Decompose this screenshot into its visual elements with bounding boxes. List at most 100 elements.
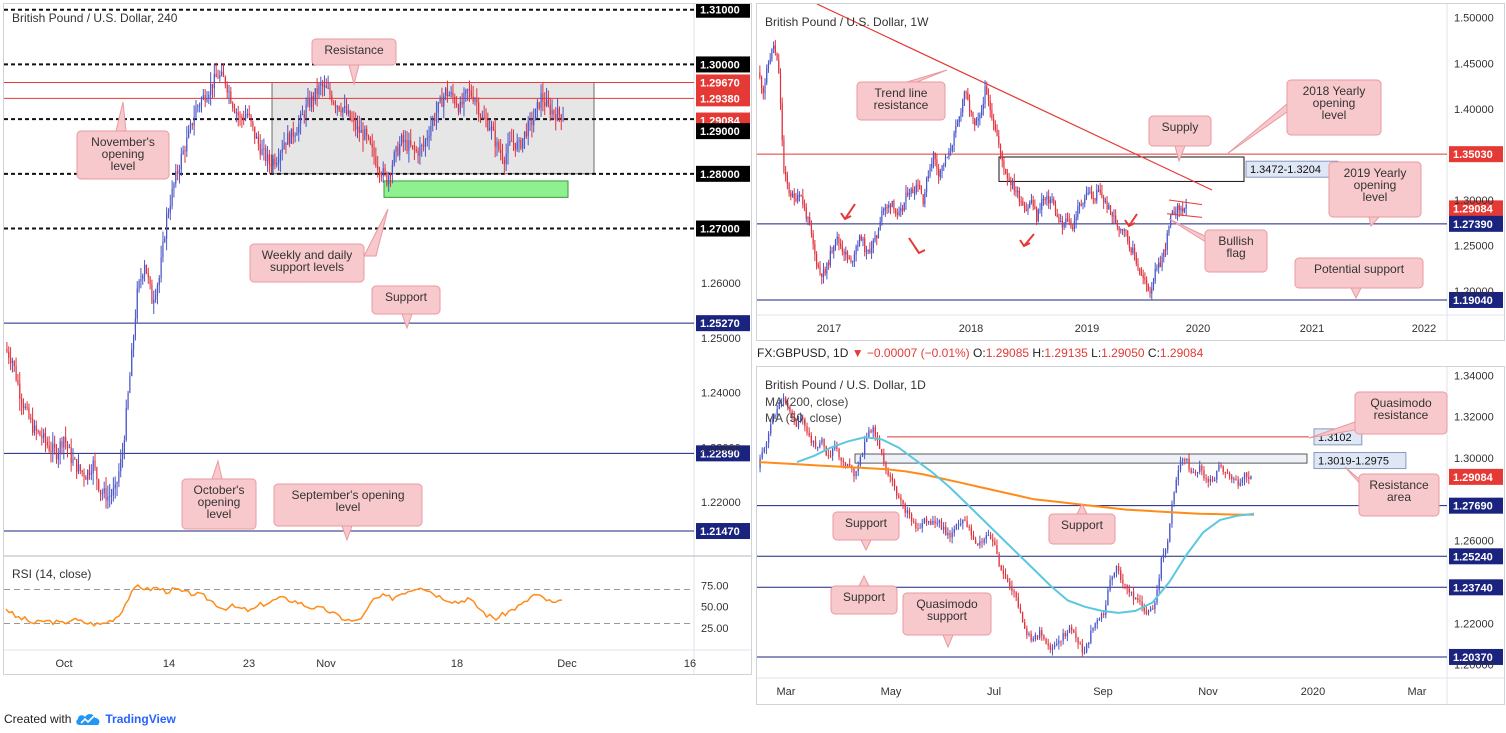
candle-body bbox=[160, 257, 162, 278]
callout-resistance-area-text: Resistance bbox=[1369, 478, 1429, 492]
callout-support-text: Support bbox=[385, 290, 428, 304]
candle-body bbox=[1048, 195, 1050, 204]
candle-body bbox=[799, 417, 802, 422]
candle-body bbox=[1049, 645, 1051, 650]
candle-body bbox=[489, 127, 491, 130]
candle-body bbox=[1161, 257, 1163, 268]
candle-body bbox=[316, 88, 318, 95]
chart-1w[interactable]: 1.3472-1.3204 1.35030 1.29084 1.27390 1.1904… bbox=[757, 4, 1504, 340]
callout-november-opening-pointer bbox=[115, 101, 127, 132]
price-badge-bg bbox=[696, 74, 750, 91]
candle-body bbox=[257, 136, 259, 144]
callout-2018-yearly-opening-text: 2018 Yearly bbox=[1303, 84, 1366, 98]
candle-body bbox=[347, 110, 349, 114]
callout-quasimodo-support-pointer bbox=[942, 634, 954, 649]
candle-body bbox=[1203, 470, 1205, 479]
candle-body bbox=[929, 167, 931, 176]
callout-2018-yearly-opening-text: level bbox=[1322, 108, 1347, 122]
callout-quasimodo-resistance-text: Quasimodo bbox=[1370, 396, 1432, 410]
candle-body bbox=[1182, 208, 1184, 212]
candle-body bbox=[1154, 602, 1156, 610]
quote-open-label: O: bbox=[973, 346, 986, 360]
candle-body bbox=[1226, 472, 1229, 474]
price-badge: 1.27690 bbox=[1453, 501, 1493, 513]
tradingview-link[interactable]: TradingView bbox=[105, 712, 176, 726]
candle-body bbox=[369, 137, 371, 144]
candle-body bbox=[803, 204, 806, 208]
candle-body bbox=[1185, 204, 1187, 209]
candle-body bbox=[459, 101, 461, 113]
candle-body bbox=[39, 431, 41, 436]
candle-body bbox=[1054, 204, 1057, 215]
candle-body bbox=[921, 523, 923, 528]
candle-body bbox=[821, 273, 823, 277]
candle-body bbox=[1021, 611, 1024, 623]
candle-body bbox=[1199, 465, 1201, 473]
candle-body bbox=[33, 425, 36, 433]
quote-close: 1.29084 bbox=[1159, 346, 1204, 360]
callout-trend-line-text: Trend line bbox=[875, 86, 928, 100]
candle-body bbox=[819, 443, 821, 448]
candle-body bbox=[759, 458, 761, 469]
candle-body bbox=[1066, 632, 1069, 637]
candle-body bbox=[22, 403, 25, 408]
callout-2019-yearly-opening-text: level bbox=[1363, 190, 1388, 204]
candle-body bbox=[776, 52, 778, 61]
candle-body bbox=[934, 520, 936, 524]
candle-body bbox=[254, 126, 256, 139]
candle-body bbox=[1060, 640, 1062, 642]
candle-body bbox=[821, 439, 823, 444]
candle-body bbox=[1147, 285, 1149, 291]
candle-body bbox=[989, 535, 992, 540]
candle-body bbox=[920, 189, 923, 195]
candle-body bbox=[1081, 643, 1083, 653]
chart-1d[interactable]: 1.31021.3019-1.29751.290841.276901.25240… bbox=[757, 367, 1504, 704]
candle-body bbox=[859, 456, 862, 466]
candle-body bbox=[101, 493, 103, 495]
candle-body bbox=[520, 139, 522, 149]
y-tick-label: 1.20000 bbox=[1454, 286, 1494, 298]
candle-body bbox=[32, 418, 34, 433]
y-tick-label: 1.40000 bbox=[1454, 104, 1494, 116]
candle-body bbox=[939, 170, 941, 177]
y-tick-label: 1.26000 bbox=[1454, 536, 1494, 548]
candle-body bbox=[421, 145, 423, 147]
candle-body bbox=[307, 98, 309, 105]
candle-body bbox=[1034, 635, 1037, 639]
chart-240[interactable]: 1.310001.300001.296701.293801.290841.290… bbox=[4, 4, 751, 674]
candle-body bbox=[874, 427, 876, 437]
rsi-tick-label: 50.00 bbox=[701, 602, 729, 614]
candle-body bbox=[1089, 191, 1091, 193]
candle-body bbox=[54, 443, 56, 448]
candle-body bbox=[132, 336, 135, 350]
candle-body bbox=[1078, 204, 1081, 207]
candle-body bbox=[492, 126, 494, 131]
candle-body bbox=[1181, 459, 1184, 461]
callout-2018-yearly-opening-box bbox=[1286, 79, 1382, 136]
callout-support-3-box bbox=[830, 585, 898, 615]
candle-body bbox=[1109, 579, 1111, 590]
candle-body bbox=[188, 130, 190, 138]
candle-body bbox=[797, 421, 800, 427]
candle-body bbox=[842, 460, 844, 463]
candle-body bbox=[1028, 633, 1030, 636]
candle-body bbox=[485, 118, 487, 121]
legend-ma50: MA (50, close) bbox=[765, 411, 842, 425]
candle-body bbox=[994, 123, 996, 130]
candle-body bbox=[48, 445, 50, 452]
candle-body bbox=[230, 91, 232, 104]
candle-body bbox=[982, 103, 984, 110]
candle-body bbox=[560, 114, 562, 121]
candle-body bbox=[433, 118, 436, 121]
candle-body bbox=[1096, 190, 1098, 201]
x-tick-label: 16 bbox=[684, 658, 696, 670]
candle-body bbox=[261, 149, 263, 155]
quote-change: ▼ −0.00007 (−0.01%) bbox=[851, 346, 970, 360]
candle-body bbox=[127, 392, 129, 408]
candle-body bbox=[186, 137, 188, 152]
candle-body bbox=[979, 114, 981, 119]
callout-support: Support bbox=[371, 285, 441, 330]
candle-body bbox=[951, 532, 953, 538]
candle-body bbox=[974, 118, 976, 126]
candle-body bbox=[946, 157, 948, 159]
